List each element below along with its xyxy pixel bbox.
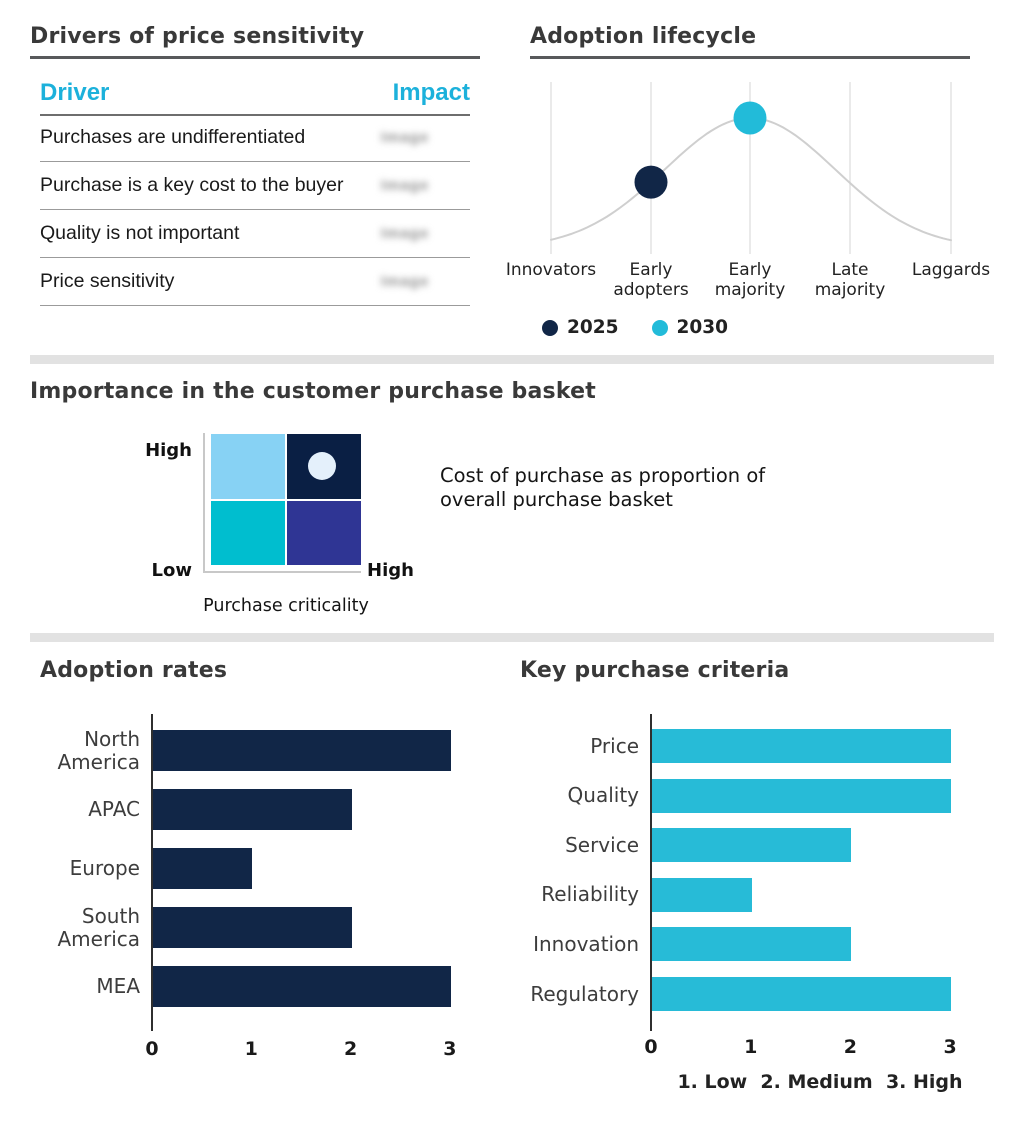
legend-item: 2025 <box>542 317 619 338</box>
bar <box>652 927 851 962</box>
matrix-x-axis <box>203 571 361 573</box>
matrix-y-high-label: High <box>145 440 192 461</box>
drivers-title: Drivers of price sensitivity <box>30 24 365 49</box>
matrix-axis-caption: Purchase criticality <box>203 596 369 616</box>
x-tick-label: 3 <box>943 1036 957 1058</box>
driver-row: Quality is not important Image <box>40 210 470 258</box>
bar-label: Reliability <box>541 882 639 907</box>
bar-label: Price <box>590 733 639 758</box>
driver-row: Purchase is a key cost to the buyer Image <box>40 162 470 210</box>
driver-cell: Price sensitivity <box>40 270 175 292</box>
bar-label: Quality <box>567 783 639 808</box>
lifecycle-chart <box>550 82 952 254</box>
driver-row: Purchases are undifferentiated Image <box>40 114 470 162</box>
bar-label: North America <box>57 726 141 774</box>
bar-label: APAC <box>88 797 140 821</box>
bar <box>153 907 352 948</box>
x-tick-label: 2 <box>843 1036 857 1058</box>
basket-title: Importance in the customer purchase bask… <box>30 379 596 404</box>
matrix-cell <box>211 500 285 565</box>
bar <box>652 977 951 1011</box>
driver-cell: Quality is not important <box>40 222 240 244</box>
bar-label: Europe <box>69 856 140 880</box>
bar <box>153 966 451 1007</box>
x-tick-label: 1 <box>244 1038 258 1060</box>
marker-2025 <box>634 165 668 199</box>
legend-item: 2030 <box>651 317 729 338</box>
basket-annotation: Cost of purchase as proportion of overal… <box>440 464 766 511</box>
matrix-marker-dot <box>308 452 336 480</box>
section-divider <box>30 355 994 364</box>
x-tick-label: 1 <box>744 1036 758 1058</box>
matrix-x-high-label: High <box>367 560 414 581</box>
column-header-impact: Impact <box>392 79 470 106</box>
key-criteria-y-axis <box>650 714 652 1031</box>
matrix-y-axis <box>203 433 205 573</box>
lifecycle-legend: 2025 2030 <box>542 317 728 338</box>
bar-label: South America <box>57 903 141 951</box>
x-tick-label: 0 <box>644 1036 658 1058</box>
lifecycle-stage-label: Innovators <box>505 260 597 280</box>
bar-label: MEA <box>96 974 140 998</box>
bar <box>153 730 451 771</box>
lifecycle-title: Adoption lifecycle <box>530 24 757 49</box>
bar-label: Regulatory <box>530 981 639 1006</box>
drivers-table-rows: Purchases are undifferentiated Image Purch… <box>40 114 470 306</box>
lifecycle-title-rule <box>530 56 970 59</box>
matrix-cell <box>211 434 285 499</box>
lifecycle-stage-label: Late majority <box>814 260 886 301</box>
bar <box>153 848 252 889</box>
key-criteria-title: Key purchase criteria <box>520 658 790 683</box>
drivers-title-rule <box>30 56 480 59</box>
impact-cell-redacted: Image <box>380 273 430 290</box>
impact-cell-redacted: Image <box>380 225 430 242</box>
bar <box>652 828 851 863</box>
bar <box>652 877 752 912</box>
drivers-table-header: Driver Impact <box>40 72 470 116</box>
impact-cell-redacted: Image <box>380 177 430 194</box>
x-tick-label: 2 <box>343 1038 358 1060</box>
legend-dot-2025 <box>542 319 558 336</box>
legend-label: 2025 <box>567 317 619 338</box>
driver-cell: Purchase is a key cost to the buyer <box>40 174 344 196</box>
x-tick-label: 0 <box>145 1038 159 1060</box>
matrix-cell <box>287 500 361 565</box>
bar <box>652 729 951 763</box>
adoption-rates-y-axis <box>151 714 153 1031</box>
legend-dot-2030 <box>651 319 668 336</box>
bar <box>652 778 951 813</box>
lifecycle-stage-label: Early adopters <box>613 260 689 301</box>
bell-curve <box>550 116 952 242</box>
impact-cell-redacted: Image <box>380 129 430 146</box>
x-tick-label: 3 <box>443 1038 457 1060</box>
adoption-rates-title: Adoption rates <box>40 658 228 683</box>
driver-row: Price sensitivity Image <box>40 258 470 306</box>
section-divider <box>30 633 994 642</box>
marker-2030 <box>733 101 767 135</box>
lifecycle-stage-label: Early majority <box>714 260 786 301</box>
column-header-driver: Driver <box>40 79 110 106</box>
lifecycle-stage-label: Laggards <box>911 260 991 280</box>
bar-label: Innovation <box>533 931 639 956</box>
bar-label: Service <box>565 832 639 857</box>
key-criteria-footnote: 1. Low 2. Medium 3. High <box>677 1071 963 1093</box>
driver-cell: Purchases are undifferentiated <box>40 126 306 148</box>
matrix-grid <box>211 434 361 565</box>
legend-label: 2030 <box>676 317 729 338</box>
matrix-y-low-label: Low <box>151 560 192 581</box>
bar <box>153 789 352 830</box>
